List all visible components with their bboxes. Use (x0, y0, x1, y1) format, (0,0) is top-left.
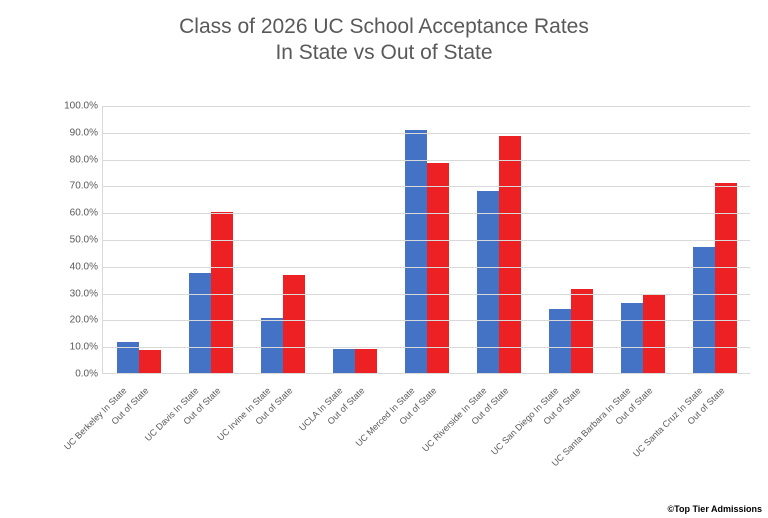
chart-title-line2: In State vs Out of State (275, 41, 492, 64)
x-tick-label: UC Santa Barbara In State (626, 385, 633, 392)
bar-in-state (621, 303, 643, 373)
y-tick-label: 70.0% (60, 181, 98, 192)
y-tick-label: 10.0% (60, 342, 98, 353)
bar-out-of-state (715, 183, 737, 373)
y-tick-label: 40.0% (60, 261, 98, 272)
y-tick-label: 60.0% (60, 208, 98, 219)
x-tick-label: UC Irvine In State (266, 385, 273, 392)
x-tick-label: Out of State (431, 385, 438, 392)
y-tick-label: 80.0% (60, 154, 98, 165)
x-tick-label: UC Merced In State (410, 385, 417, 392)
x-tick-label: Out of State (647, 385, 654, 392)
y-tick-label: 100.0% (60, 101, 98, 112)
bar-out-of-state (355, 349, 377, 373)
x-tick-label: Out of State (143, 385, 150, 392)
y-tick-label: 0.0% (60, 369, 98, 380)
gridline (103, 160, 750, 161)
gridline (103, 133, 750, 134)
bar-out-of-state (643, 295, 665, 373)
x-tick-label: UCLA In State (338, 385, 345, 392)
bar-in-state (333, 349, 355, 373)
x-tick-label: Out of State (719, 385, 726, 392)
x-tick-label: Out of State (287, 385, 294, 392)
y-tick-label: 50.0% (60, 235, 98, 246)
bar-out-of-state (139, 350, 161, 373)
gridline (103, 240, 750, 241)
gridline (103, 106, 750, 107)
chart-title-line1: Class of 2026 UC School Acceptance Rates (179, 15, 589, 38)
y-tick-label: 90.0% (60, 127, 98, 138)
x-tick-label: UC Santa Cruz In State (698, 385, 705, 392)
bar-out-of-state (283, 275, 305, 373)
bar-out-of-state (427, 163, 449, 373)
bar-in-state (477, 191, 499, 373)
bar-in-state (405, 130, 427, 373)
x-axis-labels: UC Berkeley In State Out of State UC Davis… (102, 378, 750, 498)
x-tick-label: Out of State (503, 385, 510, 392)
x-tick-label: Out of State (215, 385, 222, 392)
bar-in-state (189, 273, 211, 374)
gridline (103, 320, 750, 321)
bar-in-state (261, 318, 283, 373)
y-tick-label: 30.0% (60, 288, 98, 299)
bar-out-of-state (571, 289, 593, 373)
bar-out-of-state (499, 136, 521, 373)
gridline (103, 267, 750, 268)
credit-text: ©Top Tier Admissions (668, 504, 762, 514)
gridline (103, 294, 750, 295)
x-tick-label: Out of State (575, 385, 582, 392)
gridline (103, 186, 750, 187)
x-tick-label: UC Davis In State (194, 385, 201, 392)
x-tick-label: UC Berkeley In State (122, 385, 129, 392)
y-tick-label: 20.0% (60, 315, 98, 326)
x-tick-label: Out of State (359, 385, 366, 392)
x-tick-label: UC San Diego In State (554, 385, 561, 392)
chart-title: Class of 2026 UC School Acceptance Rates… (0, 0, 768, 67)
x-tick-label: UC Riverside In State (482, 385, 489, 392)
chart-container: Class of 2026 UC School Acceptance Rates… (0, 0, 768, 518)
bar-out-of-state (211, 212, 233, 373)
bar-in-state (549, 309, 571, 373)
gridline (103, 213, 750, 214)
plot-area (102, 106, 750, 374)
gridline (103, 347, 750, 348)
plot-outer: 0.0%10.0%20.0%30.0%40.0%50.0%60.0%70.0%8… (60, 106, 750, 374)
